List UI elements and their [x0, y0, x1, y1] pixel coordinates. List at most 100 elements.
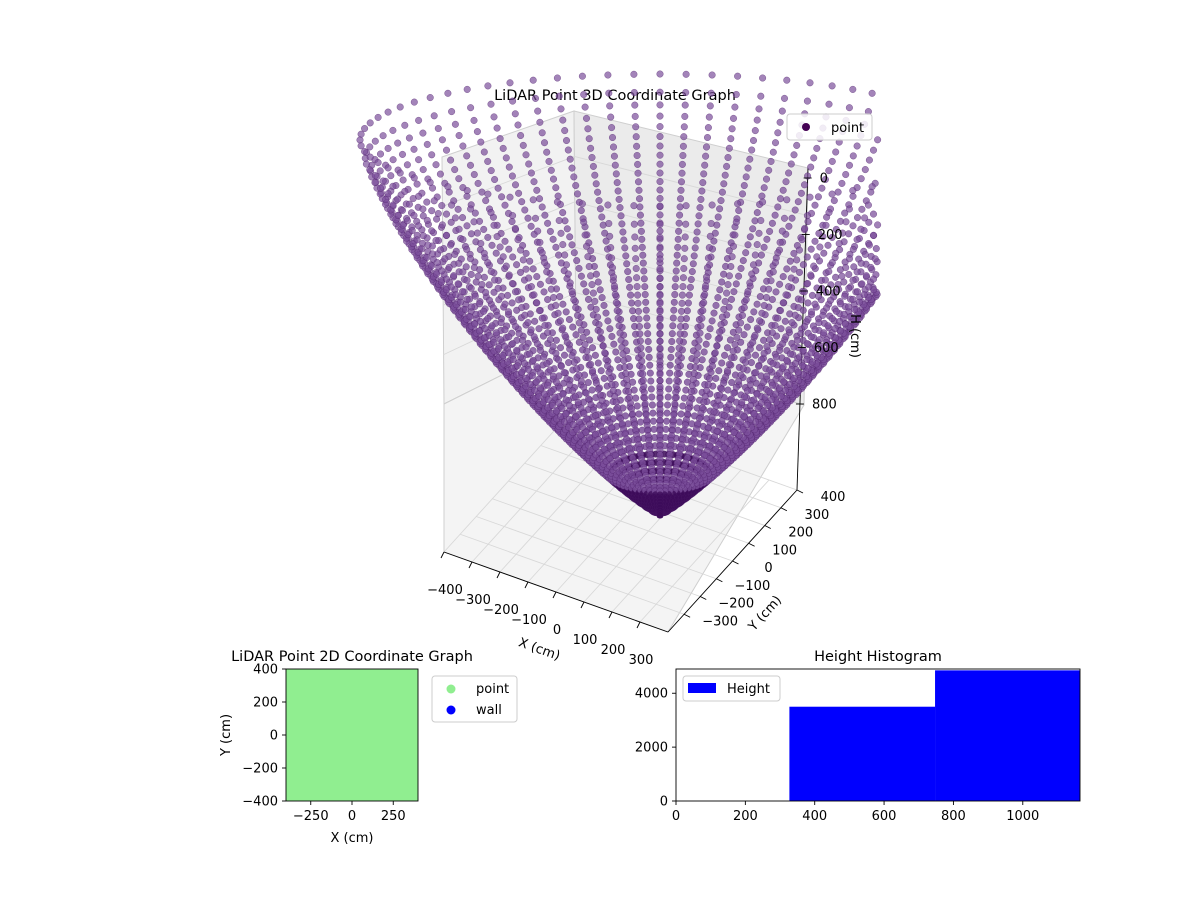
point [723, 289, 731, 297]
point [526, 380, 534, 388]
point [677, 410, 685, 418]
point [577, 404, 585, 412]
point [783, 356, 791, 364]
histogram-bar [789, 706, 936, 801]
point [762, 175, 771, 183]
point [712, 374, 720, 382]
x-tick-label: −100 [511, 613, 547, 628]
point [415, 192, 423, 200]
plot-hist-frame [675, 668, 1081, 802]
y-axis-label-2d: Y (cm) [219, 714, 234, 757]
point [807, 245, 815, 253]
point [772, 288, 780, 296]
point [632, 123, 640, 131]
point [656, 245, 664, 253]
point [584, 378, 592, 387]
point [540, 288, 548, 296]
point [491, 276, 499, 284]
point [616, 204, 624, 212]
point [756, 293, 764, 301]
point [872, 245, 880, 253]
point [559, 116, 567, 124]
point [793, 336, 801, 344]
point [860, 291, 868, 299]
point [426, 94, 434, 102]
point [638, 357, 646, 365]
point [560, 369, 568, 377]
point [463, 245, 471, 253]
point [501, 237, 509, 245]
point [806, 79, 814, 87]
point [635, 186, 643, 194]
point [585, 262, 593, 271]
point [794, 368, 802, 376]
point [497, 319, 505, 327]
point [589, 289, 597, 297]
point [768, 295, 776, 304]
point [639, 251, 647, 259]
point [695, 212, 703, 220]
point [398, 150, 407, 158]
point [678, 299, 686, 307]
point [562, 136, 571, 145]
point [716, 286, 724, 294]
point [780, 94, 789, 102]
point [806, 193, 814, 201]
point [858, 205, 866, 213]
point [818, 184, 826, 192]
point [441, 255, 449, 263]
point [785, 222, 793, 230]
point [502, 262, 510, 270]
point [480, 273, 488, 281]
point [746, 381, 754, 389]
point [759, 198, 767, 206]
point [509, 97, 517, 105]
point [815, 319, 823, 327]
y-tick-label: 100 [772, 543, 797, 558]
point [729, 114, 738, 122]
point [472, 310, 480, 318]
point [738, 190, 747, 198]
point [685, 291, 693, 299]
point [553, 74, 561, 82]
point [689, 376, 697, 384]
point [623, 260, 631, 268]
point [511, 110, 519, 118]
point [533, 299, 541, 307]
point [506, 193, 514, 201]
point [813, 144, 821, 152]
point [533, 340, 541, 348]
point [664, 393, 672, 401]
legend-hist: Height [682, 675, 781, 702]
point [594, 359, 602, 367]
point [763, 343, 771, 351]
point [656, 169, 664, 177]
point [566, 345, 574, 353]
point [535, 195, 544, 203]
point [428, 250, 437, 258]
legend-2d-wall-label: wall [476, 703, 502, 718]
point [496, 243, 504, 251]
point [656, 142, 664, 150]
point [706, 102, 714, 110]
point [674, 364, 682, 372]
point [732, 280, 740, 288]
point [573, 365, 581, 373]
point [549, 293, 558, 302]
point [676, 337, 684, 345]
point [471, 209, 479, 217]
point [707, 219, 715, 228]
point [634, 160, 642, 168]
point [629, 378, 637, 386]
point [448, 108, 456, 116]
point [518, 198, 526, 206]
point [823, 304, 831, 312]
point [496, 336, 505, 344]
point [549, 372, 557, 380]
point [513, 362, 521, 370]
point [656, 255, 664, 263]
point [428, 207, 436, 215]
point [547, 387, 555, 395]
point [795, 353, 804, 361]
legend-3d: point [786, 113, 873, 141]
